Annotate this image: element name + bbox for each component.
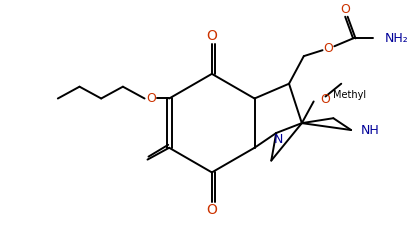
Text: N: N (274, 133, 283, 146)
Text: O: O (206, 29, 217, 43)
Text: NH: NH (361, 124, 380, 137)
Text: NH₂: NH₂ (385, 32, 408, 45)
Text: O: O (323, 42, 333, 55)
Text: O: O (147, 92, 157, 105)
Text: O: O (340, 3, 350, 16)
Text: O: O (321, 93, 330, 106)
Text: O: O (206, 203, 217, 217)
Text: Methyl: Methyl (333, 90, 367, 100)
